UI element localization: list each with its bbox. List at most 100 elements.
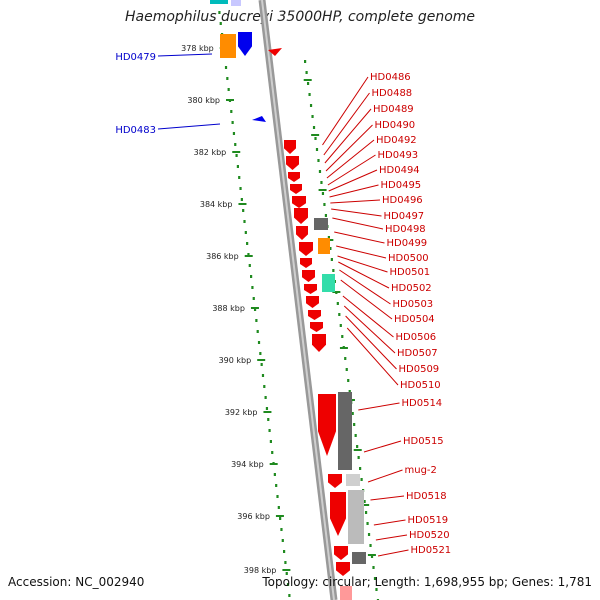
gene-red-arrow <box>304 284 317 294</box>
right-label-leader <box>338 261 390 289</box>
ring-dot <box>246 242 249 245</box>
ring-dot <box>252 297 255 300</box>
right-label-leader <box>326 139 375 179</box>
gene-blue-small <box>252 116 266 122</box>
left-label-leader <box>157 53 213 57</box>
right-gene-label: HD0489 <box>373 104 414 115</box>
right-label-leader <box>370 495 405 501</box>
ring-dot <box>250 275 253 278</box>
ring-dot <box>351 412 354 415</box>
ring-dot <box>321 192 325 195</box>
ring-dot <box>354 434 357 437</box>
gene-gray <box>352 552 366 564</box>
right-gene-label: HD0495 <box>381 180 422 191</box>
right-label-leader <box>367 469 403 483</box>
right-label-leader <box>324 108 372 164</box>
ring-dot <box>312 126 316 129</box>
right-gene-label: HD0519 <box>408 515 449 526</box>
gene-red-arrow <box>290 184 302 194</box>
ring-dot <box>240 198 243 201</box>
tick-label: 386 kbp <box>206 252 239 261</box>
ring-dot <box>280 528 283 531</box>
ring-dot <box>375 588 378 591</box>
right-gene-label: HD0510 <box>400 380 441 391</box>
right-label-leader <box>336 245 387 259</box>
ring-dot <box>265 407 269 410</box>
ring-dot <box>339 324 342 327</box>
right-gene-label: HD0520 <box>409 530 450 541</box>
gene-red-arrow <box>286 156 299 170</box>
gene-red-small <box>268 48 282 56</box>
ring-dot <box>329 247 332 250</box>
tick-label: 380 kbp <box>187 96 220 105</box>
ring-dot <box>304 60 307 63</box>
gene-pink <box>340 586 352 600</box>
tick-label: 396 kbp <box>237 512 270 521</box>
right-label-leader <box>342 295 394 338</box>
right-label-leader <box>337 255 388 273</box>
ring-dot <box>344 357 347 360</box>
gene-lightgray <box>346 474 360 486</box>
right-gene-label: HD0521 <box>411 545 452 556</box>
ring-dot <box>315 148 319 151</box>
right-gene-label: HD0504 <box>394 314 435 325</box>
right-gene-label: HD0503 <box>393 299 434 310</box>
tick-label: 388 kbp <box>212 304 245 313</box>
ring-dot <box>327 236 330 239</box>
tick-label: 384 kbp <box>200 200 233 209</box>
ring-dot <box>226 77 229 80</box>
ring-dot <box>332 269 335 272</box>
ring-dot <box>353 423 356 426</box>
gene-red-arrow <box>310 322 323 332</box>
ring-dot <box>219 22 222 25</box>
ring-dot <box>288 594 291 597</box>
ring-dot <box>218 11 221 14</box>
genome-summary-text: Topology: circular; Length: 1,698,955 bp… <box>262 575 592 589</box>
ring-dot <box>317 159 320 162</box>
gene-red-arrow <box>330 492 346 536</box>
ring-dot <box>309 104 313 107</box>
ring-dot <box>231 121 234 124</box>
ring-dot <box>311 115 314 118</box>
right-gene-label: HD0509 <box>399 364 440 375</box>
gene-gray <box>338 392 352 470</box>
left-label-leader <box>157 123 221 130</box>
tick-label: 378 kbp <box>181 44 214 53</box>
right-gene-label: HD0498 <box>385 224 426 235</box>
right-gene-label: HD0490 <box>375 120 416 131</box>
gene-red-arrow <box>302 270 315 282</box>
right-label-leader <box>373 519 406 526</box>
ring-dot <box>286 583 290 586</box>
gene-red-arrow <box>334 546 348 560</box>
ring-dot <box>276 495 279 498</box>
ring-dot <box>372 566 375 569</box>
right-label-leader <box>358 402 400 411</box>
ring-dot <box>367 533 371 536</box>
ring-dot <box>366 522 369 525</box>
tick-label: 392 kbp <box>225 408 258 417</box>
ring-dot <box>255 319 258 322</box>
right-gene-label: HD0496 <box>382 195 423 206</box>
right-label-leader <box>329 184 379 198</box>
right-label-leader <box>377 549 409 557</box>
gene-red-arrow <box>284 140 296 154</box>
ring-dot <box>360 478 363 481</box>
right-gene-label: HD0493 <box>378 150 419 161</box>
ring-dot <box>242 209 245 212</box>
ring-dot <box>347 379 350 382</box>
right-label-leader <box>363 440 402 453</box>
right-label-leader <box>345 315 397 370</box>
ring-dot <box>235 154 238 157</box>
ring-dot <box>259 352 262 355</box>
gene-teal <box>322 274 335 292</box>
ring-dot <box>243 220 246 223</box>
tick-label: 398 kbp <box>244 566 277 575</box>
ring-dot <box>273 473 276 476</box>
ring-dot <box>248 264 251 267</box>
right-label-leader <box>332 217 384 230</box>
gene-red-arrow <box>300 258 312 268</box>
gene-lightblue <box>231 0 241 6</box>
ring-dot <box>369 544 372 547</box>
ring-dot <box>268 429 271 432</box>
